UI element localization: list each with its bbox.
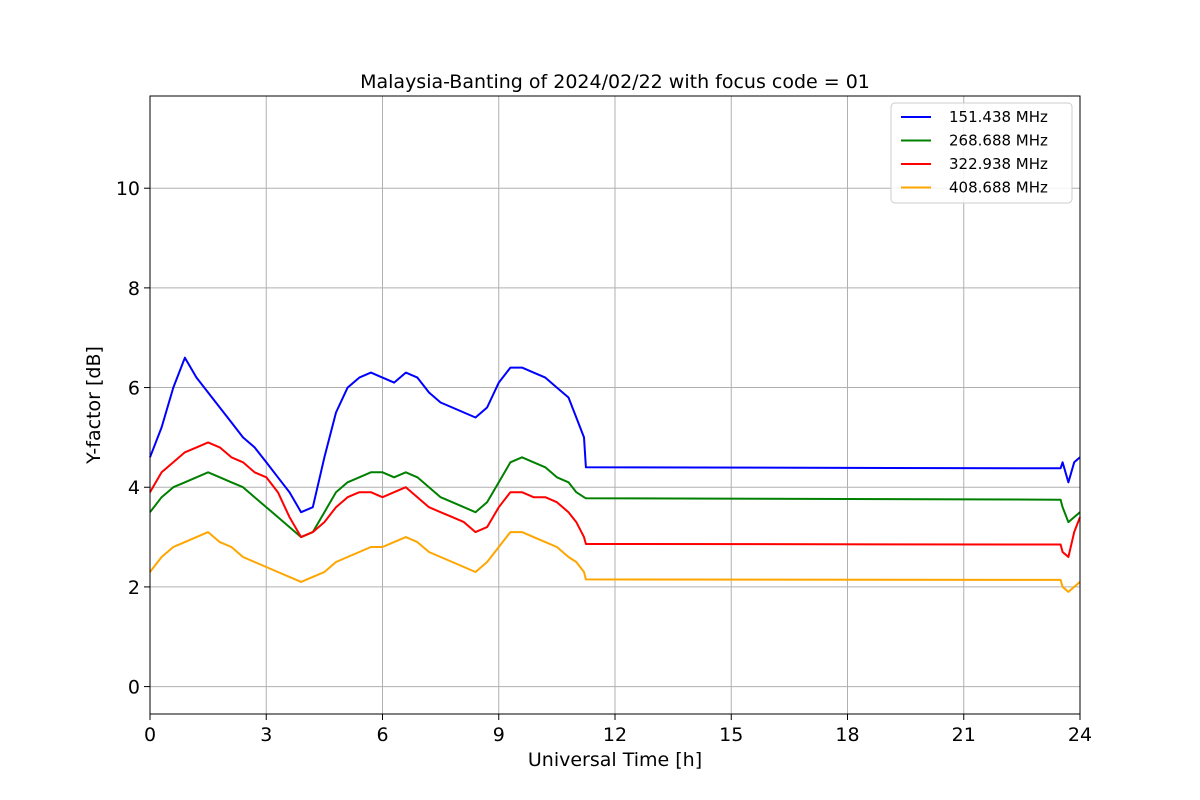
series-line-1: [149, 356, 1081, 514]
legend-box: [890, 102, 1073, 204]
y-tick-label: 2: [128, 577, 140, 599]
x-axis-label: Universal Time [h]: [528, 749, 702, 771]
legend-label: 151.438 MHz: [949, 108, 1048, 126]
grid: [149, 96, 1081, 714]
series-line-2: [149, 456, 1081, 539]
series-line-4: [149, 531, 1081, 593]
x-tick-label: 9: [493, 724, 505, 746]
y-tick-label: 6: [128, 378, 140, 400]
y-tick-label: 8: [128, 278, 140, 300]
chart-title: Malaysia-Banting of 2024/02/22 with focu…: [360, 71, 870, 93]
legend-label: 322.938 MHz: [949, 155, 1048, 173]
x-tick-label: 15: [719, 724, 743, 746]
legend-label: 268.688 MHz: [949, 132, 1048, 150]
x-tick-label: 0: [144, 724, 156, 746]
x-tick-label: 21: [952, 724, 976, 746]
legend: 151.438 MHz 268.688 MHz 322.938 MHz 408.688…: [890, 102, 1073, 204]
y-tick-label: 4: [128, 477, 140, 499]
y-axis-label: Y-factor [dB]: [83, 346, 105, 465]
legend-label: 408.688 MHz: [949, 179, 1048, 197]
x-tick-label: 3: [260, 724, 272, 746]
series-line-3: [149, 441, 1081, 558]
x-tick-label: 12: [603, 724, 627, 746]
x-tick-label: 6: [376, 724, 388, 746]
series-lines: [149, 356, 1081, 593]
y-tick-label: 10: [116, 178, 140, 200]
y-tick-label: 0: [128, 677, 140, 699]
x-tick-label: 18: [835, 724, 859, 746]
x-tick-label: 24: [1068, 724, 1092, 746]
